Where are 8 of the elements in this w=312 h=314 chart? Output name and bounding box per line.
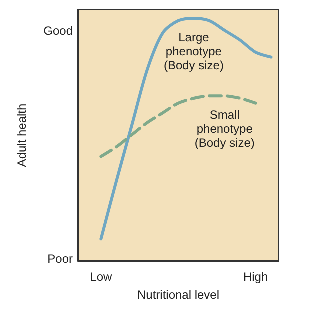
x-tick-label: High [243, 270, 268, 284]
x-tick-label: Low [90, 270, 113, 284]
y-axis-title: Adult health [15, 104, 29, 168]
text: Good [44, 24, 74, 38]
x-axis-title: Nutritional level [137, 288, 220, 302]
series-label: Small phenotype (Body size) [194, 108, 255, 150]
text: Poor [48, 252, 74, 266]
series-label: Large phenotype (Body size) [164, 30, 224, 72]
